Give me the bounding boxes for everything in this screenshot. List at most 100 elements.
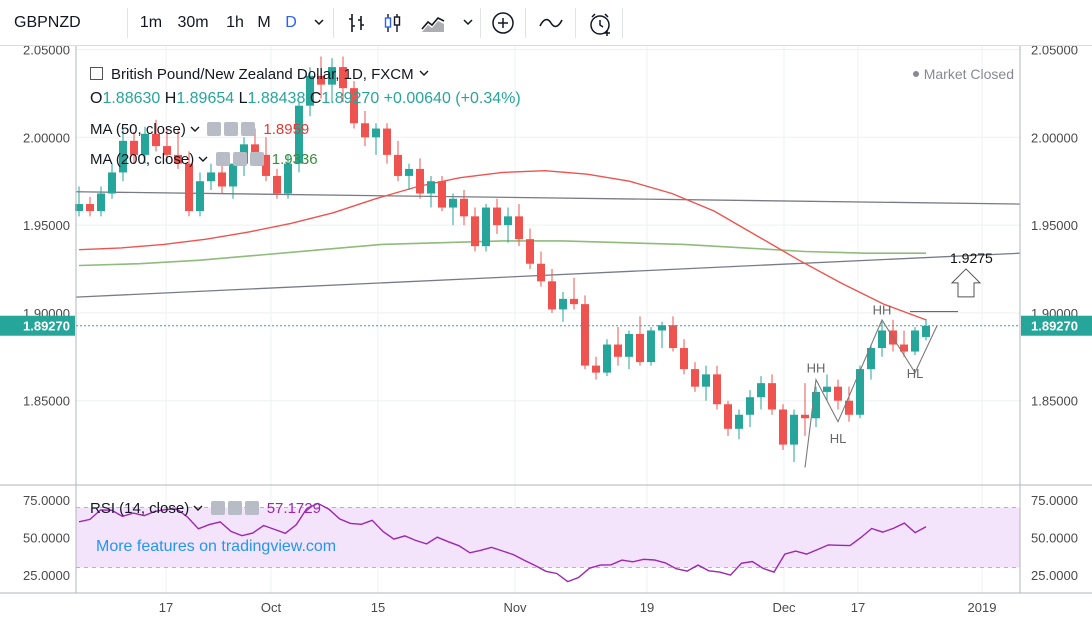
last-price-badge-left xyxy=(0,315,75,336)
candle-body xyxy=(218,172,226,187)
candle-body xyxy=(779,409,787,445)
alert-icon[interactable] xyxy=(582,0,616,46)
candle-body xyxy=(900,344,908,352)
add-indicator-icon[interactable] xyxy=(485,0,519,46)
candle-body xyxy=(427,181,435,194)
y-axis: 2.05000 2.05000 2.00000 2.00000 1.95000 1.950… xyxy=(0,46,1092,583)
candle-body xyxy=(746,397,754,415)
change-value: +0.00640 (+0.34%) xyxy=(383,90,521,107)
candle-body xyxy=(834,386,842,401)
ohlc-row: O1.88630 H1.89654 L1.88438 C1.89270 +0.0… xyxy=(90,90,521,108)
candle-body xyxy=(460,198,468,217)
close-icon[interactable] xyxy=(244,501,259,515)
y-tick-label-left: 2.05000 xyxy=(23,46,70,58)
interval-1m-button[interactable]: 1m xyxy=(139,14,163,31)
candle-body xyxy=(284,163,292,194)
interval-month-button[interactable]: M xyxy=(257,14,271,31)
candle-body xyxy=(174,154,182,164)
interval-30m-button[interactable]: 30m xyxy=(177,14,209,31)
candle-body xyxy=(372,128,380,138)
candle-body xyxy=(757,383,765,398)
candle-body xyxy=(702,374,710,387)
candle-body xyxy=(636,333,644,363)
gear-icon[interactable] xyxy=(227,501,242,515)
close-value: 1.89270 xyxy=(321,90,380,107)
status-dot xyxy=(912,71,919,77)
chevron-down-icon[interactable] xyxy=(303,0,337,46)
ma200-legend[interactable]: MA (200, close) 1.9336 xyxy=(90,151,318,168)
candle-body xyxy=(856,369,864,415)
chevron-down-icon[interactable] xyxy=(193,503,203,513)
rsi-tick-label-left: 25.0000 xyxy=(23,568,70,583)
candle-body xyxy=(878,330,886,349)
gear-icon[interactable] xyxy=(224,122,239,136)
toolbar-divider xyxy=(575,8,576,38)
candle-body xyxy=(306,75,314,106)
eye-icon[interactable] xyxy=(215,152,230,166)
candle-body xyxy=(845,400,853,415)
grid xyxy=(76,46,1020,593)
candle-body xyxy=(559,298,567,310)
candle-body xyxy=(394,154,402,176)
rsi-band xyxy=(76,507,1020,568)
close-icon[interactable] xyxy=(241,122,256,136)
open-label: O xyxy=(90,90,103,107)
drawing-icon[interactable] xyxy=(532,0,566,46)
candle-body xyxy=(405,168,413,176)
candle-body xyxy=(515,216,523,240)
candle-body xyxy=(130,140,138,155)
eye-icon[interactable] xyxy=(207,122,222,136)
toolbar-divider xyxy=(622,8,623,38)
chevron-down-icon[interactable] xyxy=(190,124,200,134)
candle-body xyxy=(339,67,347,89)
legend-title-row: British Pound/New Zealand Dollar, 1D, FX… xyxy=(90,66,430,83)
area-style-icon[interactable] xyxy=(414,0,448,46)
rsi-tick-label-right: 75.0000 xyxy=(1031,493,1078,508)
candle-body xyxy=(328,67,336,85)
gear-icon[interactable] xyxy=(232,152,247,166)
candle-body xyxy=(229,163,237,187)
candle-body xyxy=(581,304,589,366)
rsi-line xyxy=(78,502,927,583)
candle-body xyxy=(438,181,446,208)
candle-style-icon[interactable] xyxy=(376,0,410,46)
candle-body xyxy=(823,386,831,392)
bar-style-icon[interactable] xyxy=(340,0,374,46)
close-icon[interactable] xyxy=(249,152,264,166)
rsi-legend[interactable]: RSI (14, close) 57.1729 xyxy=(90,500,321,517)
promo-link[interactable]: More features on tradingview.com xyxy=(96,538,337,555)
ma50-label: MA (50, close) xyxy=(90,121,186,138)
candle-body xyxy=(625,333,633,357)
collapse-icon[interactable] xyxy=(90,67,103,80)
candle-body xyxy=(119,140,127,173)
chevron-down-icon[interactable] xyxy=(452,0,486,46)
ma50-legend[interactable]: MA (50, close) 1.8959 xyxy=(90,121,309,138)
y-tick-label-right: 1.95000 xyxy=(1031,218,1078,233)
candle-body xyxy=(504,216,512,226)
target-label: 1.9275 xyxy=(950,250,993,266)
eye-icon[interactable] xyxy=(210,501,225,515)
high-label: H xyxy=(164,90,177,107)
x-axis: 17 Oct 15 Nov 19 Dec 17 2019 xyxy=(159,600,997,615)
low-value: 1.88438 xyxy=(247,90,306,107)
y-tick-label-right: 2.05000 xyxy=(1031,46,1078,58)
swing-zigzag xyxy=(804,318,938,468)
rsi-label: RSI (14, close) xyxy=(90,500,190,517)
symbol-search[interactable]: GBPNZD xyxy=(14,14,81,31)
y-tick-label-right: 1.85000 xyxy=(1031,394,1078,409)
y-tick-label-right: 2.00000 xyxy=(1031,130,1078,145)
last-price-label-left: 1.89270 xyxy=(23,319,70,334)
interval-1h-button[interactable]: 1h xyxy=(226,14,244,31)
interval-day-button[interactable]: D xyxy=(285,14,297,31)
y-tick-label-left: 1.95000 xyxy=(23,218,70,233)
candle-body xyxy=(185,163,193,212)
candle-body xyxy=(570,298,578,305)
x-tick-label: Oct xyxy=(261,600,282,615)
candle-body xyxy=(75,204,83,212)
chevron-down-icon[interactable] xyxy=(198,154,208,164)
candle-body xyxy=(801,414,809,419)
chevron-down-icon[interactable] xyxy=(418,67,430,79)
candle-body xyxy=(86,204,94,212)
swing-label: HL xyxy=(907,366,924,381)
